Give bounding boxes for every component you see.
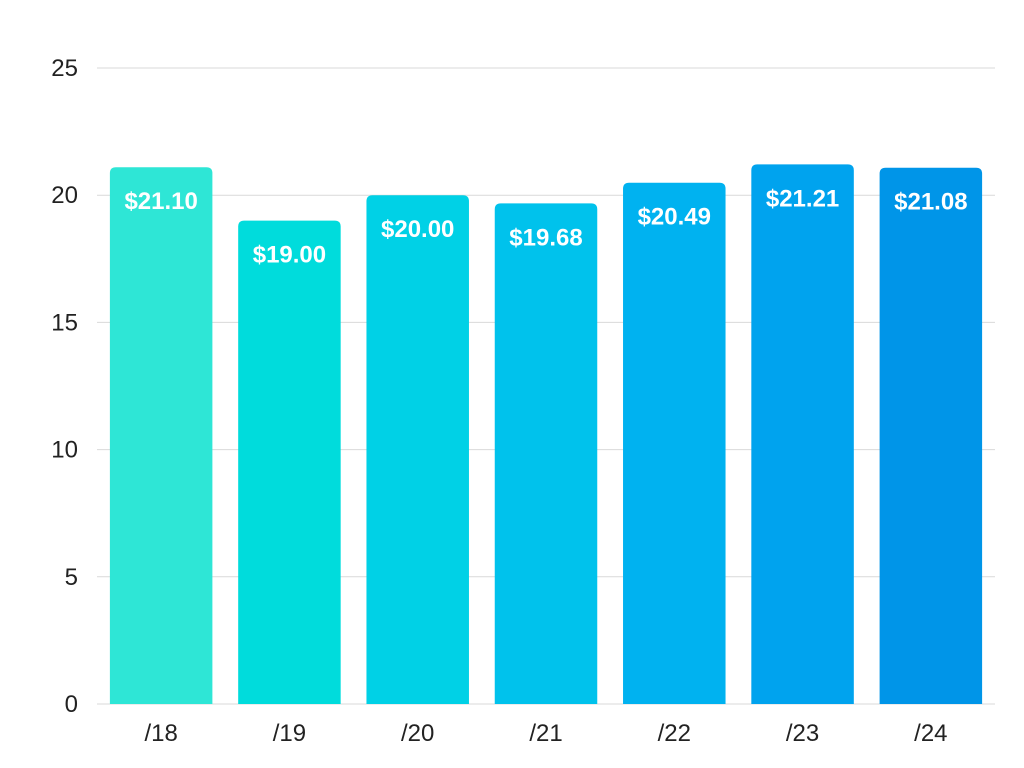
x-tick-label: /19	[273, 720, 306, 747]
bar-18	[109, 167, 213, 704]
bar-21	[494, 203, 598, 704]
bar-24	[879, 167, 983, 704]
y-tick-label: 20	[51, 182, 78, 209]
x-tick-label: /21	[529, 720, 562, 747]
x-tick-label: /22	[658, 720, 691, 747]
data-label: $21.08	[894, 189, 967, 216]
y-tick-label: 0	[65, 691, 78, 718]
data-labels: $21.10 $19.00 $20.00 $19.68 $20.49 $21.21 $21.…	[124, 185, 967, 268]
bar-22	[623, 182, 726, 705]
bar-23	[751, 164, 854, 704]
x-tick-label: /24	[914, 720, 947, 747]
data-label: $20.00	[381, 216, 454, 243]
x-tick-label: /23	[786, 720, 819, 747]
y-tick-label: 15	[51, 309, 78, 336]
data-label: $21.10	[124, 188, 197, 215]
bar-19	[238, 220, 341, 704]
bar-20	[366, 195, 469, 704]
x-tick-label: /18	[144, 720, 177, 747]
y-tick-label: 25	[51, 55, 78, 82]
y-tick-label: 5	[65, 564, 78, 591]
x-tick-label: /20	[401, 720, 434, 747]
y-tick-label: 10	[51, 437, 78, 464]
bars	[109, 164, 983, 705]
data-label: $20.49	[638, 204, 711, 231]
y-axis-ticks: 0 5 10 15 20 25	[51, 55, 78, 718]
x-axis-ticks: /18/19/20/21/22/23/24	[144, 720, 947, 747]
data-label: $19.68	[509, 224, 582, 251]
data-label: $21.21	[766, 185, 839, 212]
data-label: $19.00	[253, 242, 326, 269]
